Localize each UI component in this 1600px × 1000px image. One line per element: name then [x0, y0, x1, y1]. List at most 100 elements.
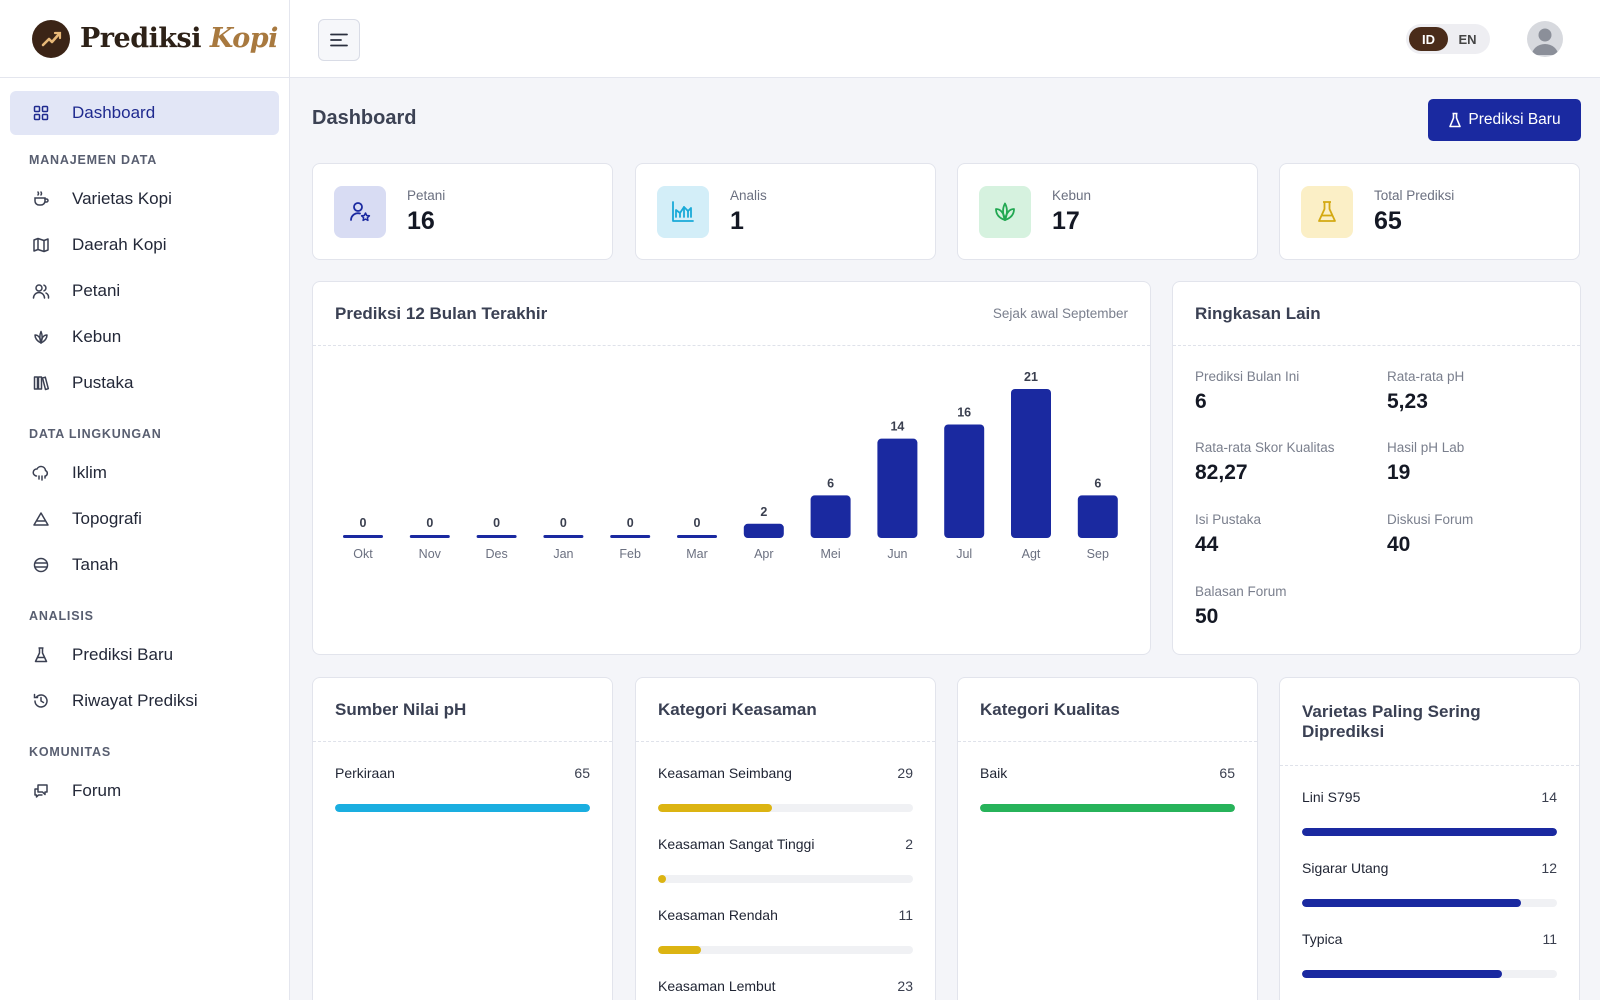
- breakdown-count: 23: [897, 978, 913, 994]
- menu-icon: [330, 33, 348, 47]
- breakdown-count: 11: [898, 907, 913, 923]
- stat-value: 1: [730, 206, 744, 235]
- stat-label: Kebun: [1052, 187, 1092, 203]
- menu-toggle-button[interactable]: [318, 19, 360, 61]
- mountain-icon: [30, 508, 52, 530]
- breakdown-row: Keasaman Lembut 23: [658, 955, 913, 1000]
- brand[interactable]: Prediksi Kopi: [0, 0, 289, 78]
- stat-card-kebun[interactable]: Kebun 17: [957, 163, 1258, 260]
- sidebar-item-petani[interactable]: Petani: [10, 269, 279, 313]
- new-prediction-button[interactable]: Prediksi Baru: [1428, 99, 1581, 141]
- bar-jul[interactable]: [944, 424, 985, 538]
- logo-icon: [32, 19, 70, 58]
- sidebar-item-kebun[interactable]: Kebun: [10, 315, 279, 359]
- bar-jan[interactable]: [543, 535, 584, 538]
- lang-en-button[interactable]: EN: [1458, 31, 1477, 47]
- breakdown-label: Baik: [980, 765, 1008, 781]
- breakdown-list: Perkiraan 65: [313, 742, 612, 813]
- breakdown-row: Baik 65: [980, 742, 1235, 813]
- sidebar-nav: Dashboard MANAJEMEN DATA Varietas Kopi D…: [0, 78, 289, 813]
- bar-apr[interactable]: [743, 523, 784, 538]
- summary-label: Rata-rata Skor Kualitas: [1195, 440, 1335, 455]
- breakdown-count: 65: [574, 765, 590, 781]
- sidebar-item-prediksi-baru[interactable]: Prediksi Baru: [10, 633, 279, 677]
- map-icon: [30, 234, 52, 256]
- stat-card-total-prediksi[interactable]: Total Prediksi 65: [1279, 163, 1580, 260]
- sprout-icon: [979, 185, 1031, 238]
- breakdown-count: 2: [905, 836, 913, 852]
- bar-value-label: 0: [493, 516, 500, 530]
- sidebar-item-riwayat-prediksi[interactable]: Riwayat Prediksi: [10, 679, 279, 723]
- breakdown-row-header: Typica 11: [1302, 931, 1557, 947]
- x-tick-label: Mei: [821, 547, 841, 561]
- breakdown-count: 65: [1219, 765, 1235, 781]
- breakdown-row: Typica 11: [1302, 908, 1557, 979]
- stat-card-analis[interactable]: Analis 1: [635, 163, 936, 260]
- breakdown-list: Keasaman Seimbang 29 Keasaman Sangat Tingg…: [636, 742, 935, 1000]
- nav-section-title: MANAJEMEN DATA: [29, 153, 158, 167]
- progress-track: [1302, 828, 1557, 836]
- summary-item: Rata-rata Skor Kualitas 82,27: [1195, 440, 1335, 485]
- breakdown-row: Sigarar Utang 12: [1302, 837, 1557, 908]
- sidebar-item-dashboard[interactable]: Dashboard: [10, 91, 279, 135]
- x-tick-label: Jan: [553, 547, 573, 561]
- sidebar-item-label: Forum: [72, 781, 122, 800]
- sidebar-item-label: Tanah: [72, 555, 119, 574]
- avatar[interactable]: [1527, 21, 1563, 57]
- chat-icon: [30, 780, 52, 802]
- bar-feb[interactable]: [610, 535, 651, 538]
- progress-track: [980, 804, 1235, 812]
- brand-name: Prediksi Kopi: [80, 23, 278, 54]
- summary-label: Balasan Forum: [1195, 584, 1287, 599]
- progress-fill: [1302, 828, 1557, 836]
- bar-value-label: 2: [760, 505, 767, 519]
- sidebar-item-varietas-kopi[interactable]: Varietas Kopi: [10, 177, 279, 221]
- nav-section-title: DATA LINGKUNGAN: [29, 427, 162, 441]
- bar-agt[interactable]: [1011, 389, 1051, 538]
- breakdown-row-header: Keasaman Seimbang 29: [658, 765, 913, 781]
- breakdown-label: Keasaman Seimbang: [658, 765, 792, 781]
- bar-nov[interactable]: [409, 535, 450, 538]
- x-tick-label: Sep: [1087, 547, 1109, 561]
- sidebar-item-pustaka[interactable]: Pustaka: [10, 361, 279, 405]
- sidebar-item-topografi[interactable]: Topografi: [10, 497, 279, 541]
- progress-fill: [658, 946, 702, 954]
- summary-label: Diskusi Forum: [1387, 512, 1474, 527]
- top-varieties-card: Varietas Paling Sering Diprediksi Lini S…: [1279, 677, 1580, 1000]
- bar-jun[interactable]: [877, 438, 918, 538]
- sidebar-item-tanah[interactable]: Tanah: [10, 543, 279, 587]
- language-switcher: ID EN: [1406, 24, 1490, 54]
- summary-item: Rata-rata pH 5,23: [1387, 369, 1464, 414]
- sidebar-item-forum[interactable]: Forum: [10, 769, 279, 813]
- summary-header: Ringkasan Lain: [1173, 282, 1580, 346]
- breakdown-row: Keasaman Rendah 11: [658, 884, 913, 955]
- flask-icon: [1301, 185, 1353, 238]
- lang-id-button[interactable]: ID: [1409, 27, 1448, 51]
- bar-mar[interactable]: [677, 535, 717, 538]
- stat-value: 65: [1374, 206, 1402, 235]
- coffee-cup-icon: [30, 188, 52, 210]
- progress-fill: [658, 875, 666, 883]
- sidebar-item-iklim[interactable]: Iklim: [10, 451, 279, 495]
- bar-value-label: 0: [694, 516, 701, 530]
- summary-item: Hasil pH Lab 19: [1387, 440, 1464, 485]
- progress-fill: [980, 804, 1235, 812]
- bar-mei[interactable]: [810, 495, 851, 538]
- quality-category-card: Kategori Kualitas Baik 65: [957, 677, 1258, 1000]
- bar-des[interactable]: [476, 535, 517, 538]
- progress-track: [1302, 970, 1557, 978]
- sidebar-item-label: Kebun: [72, 327, 122, 346]
- stat-card-petani[interactable]: Petani 16: [312, 163, 613, 260]
- x-tick-label: Jun: [887, 547, 907, 561]
- bar-value-label: 6: [827, 476, 834, 490]
- sidebar-item-daerah-kopi[interactable]: Daerah Kopi: [10, 223, 279, 267]
- bar-sep[interactable]: [1077, 495, 1118, 538]
- bar-okt[interactable]: [343, 535, 383, 538]
- chart-title: Prediksi 12 Bulan Terakhir: [335, 303, 548, 323]
- sprout-icon: [30, 326, 52, 348]
- progress-fill: [1302, 970, 1503, 978]
- user-star-icon: [334, 185, 386, 238]
- soil-icon: [30, 554, 52, 576]
- summary-item: Balasan Forum 50: [1195, 584, 1287, 629]
- summary-item: Isi Pustaka 44: [1195, 512, 1261, 557]
